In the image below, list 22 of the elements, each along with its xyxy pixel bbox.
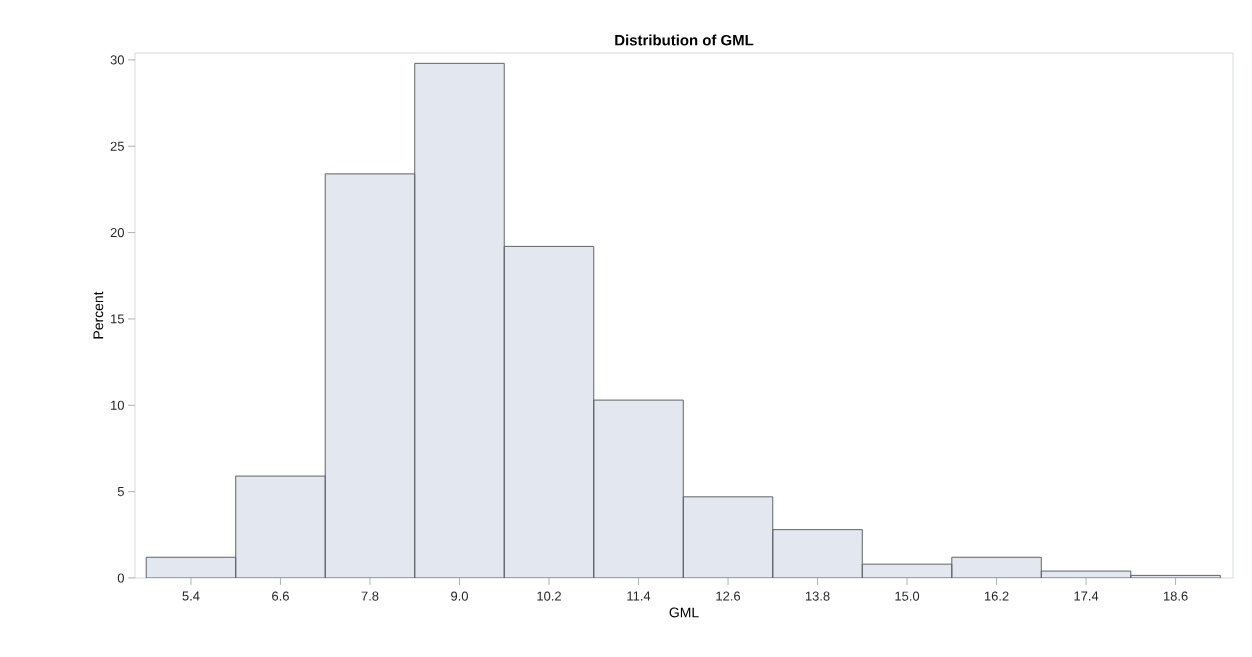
y-tick-label: 25 xyxy=(110,141,124,151)
x-axis-title: GML xyxy=(669,607,699,618)
x-tick-label: 9.0 xyxy=(451,591,468,601)
y-tick-label: 5 xyxy=(117,487,124,497)
x-tick-label: 5.4 xyxy=(182,591,200,601)
x-tick-label: 6.6 xyxy=(272,591,289,601)
x-tick-label: 13.8 xyxy=(805,591,830,601)
y-tick-label: 15 xyxy=(111,314,124,324)
y-axis-title: Percent xyxy=(93,291,104,339)
y-tick-label: 30 xyxy=(110,55,124,65)
x-tick-label: 12.6 xyxy=(716,591,741,601)
x-tick-label: 10.2 xyxy=(537,591,561,601)
x-tick-label: 15.0 xyxy=(895,591,920,601)
x-tick-label: 11.4 xyxy=(627,591,651,601)
y-tick-label: 10 xyxy=(111,400,124,410)
chart-title: Distribution of GML xyxy=(615,34,754,46)
x-tick-label: 18.6 xyxy=(1163,591,1188,601)
x-tick-label: 16.2 xyxy=(984,591,1009,601)
x-tick-label: 7.8 xyxy=(361,591,379,601)
y-tick-label: 0 xyxy=(117,573,124,583)
x-tick-label: 17.4 xyxy=(1074,591,1099,601)
y-tick-label: 20 xyxy=(110,228,124,238)
